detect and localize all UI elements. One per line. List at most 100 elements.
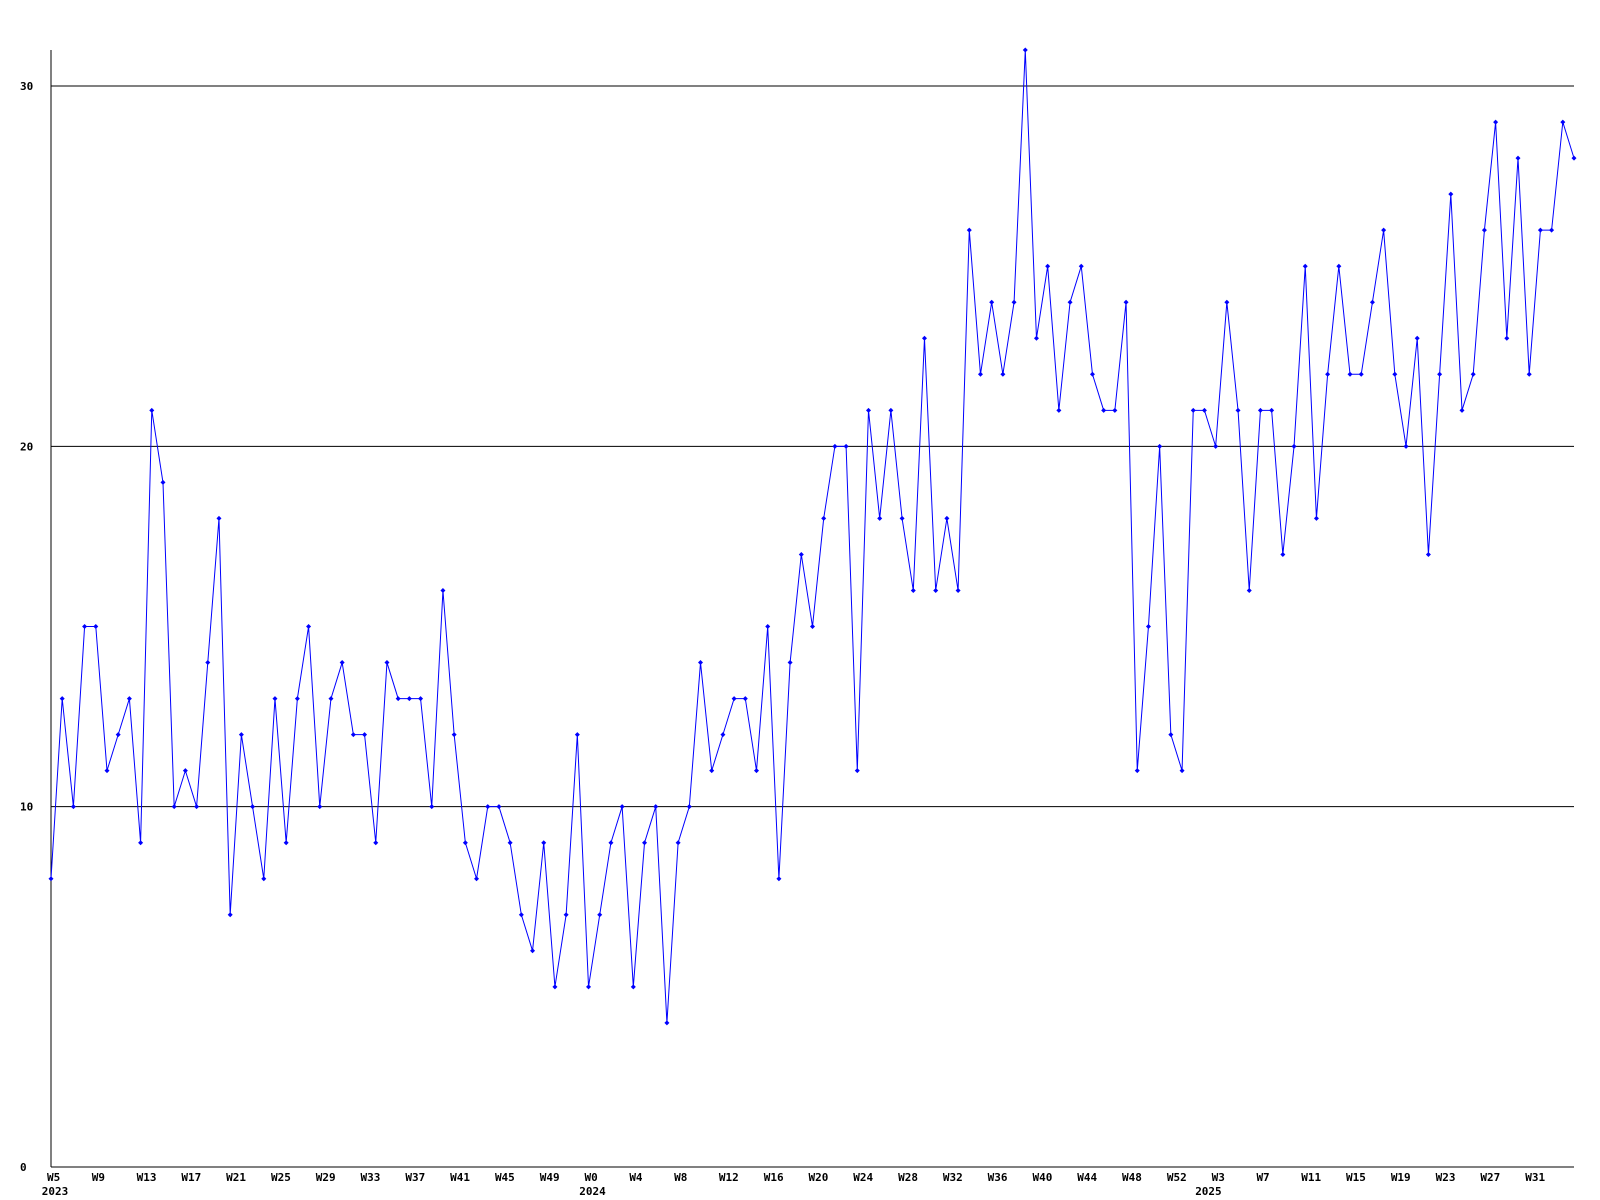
data-point <box>910 587 916 593</box>
data-point <box>1369 299 1375 305</box>
data-point <box>776 876 782 882</box>
data-point <box>138 840 144 846</box>
data-point <box>70 804 76 810</box>
data-point <box>59 696 65 702</box>
x-tick-label: W9 <box>92 1171 105 1184</box>
x-tick-label: W48 <box>1122 1171 1142 1184</box>
x-tick-label: W20 <box>809 1171 829 1184</box>
data-point <box>810 624 815 630</box>
data-point <box>530 948 536 954</box>
data-point <box>563 912 569 918</box>
data-point <box>406 696 412 702</box>
data-point <box>451 732 457 738</box>
data-point <box>1269 407 1275 413</box>
x-tick-label: W11 <box>1301 1171 1321 1184</box>
x-tick-label: W13 <box>137 1171 157 1184</box>
data-point <box>642 840 648 846</box>
data-point <box>395 696 401 702</box>
data-point <box>787 660 793 666</box>
data-point <box>1011 299 1017 305</box>
data-point <box>686 804 692 810</box>
data-point <box>1078 263 1084 269</box>
x-tick-label: W36 <box>988 1171 1008 1184</box>
data-point <box>966 227 972 233</box>
data-point <box>1571 155 1577 161</box>
data-point <box>1033 335 1039 341</box>
data-point <box>619 804 625 810</box>
data-point <box>1358 371 1364 377</box>
data-point <box>1201 407 1207 413</box>
y-tick-label: 10 <box>20 801 33 814</box>
data-point <box>418 696 424 702</box>
data-point <box>1067 299 1073 305</box>
data-point <box>1493 119 1499 125</box>
data-point <box>1179 768 1185 774</box>
x-tick-label: W19 <box>1391 1171 1411 1184</box>
data-point <box>227 912 233 918</box>
data-point <box>1280 551 1286 557</box>
data-point <box>1235 407 1241 413</box>
data-point <box>1470 371 1476 377</box>
data-point <box>1347 371 1353 377</box>
data-point <box>1448 191 1454 197</box>
x-tick-label: W0 <box>585 1171 598 1184</box>
data-point <box>955 587 961 593</box>
data-point <box>1302 263 1308 269</box>
data-point <box>664 1020 670 1026</box>
data-point <box>82 624 88 630</box>
data-point <box>630 984 636 990</box>
data-point <box>709 768 715 774</box>
data-point <box>552 984 558 990</box>
x-tick-label: W28 <box>898 1171 918 1184</box>
x-tick-label: W29 <box>316 1171 336 1184</box>
data-point <box>250 804 256 810</box>
data-point <box>115 732 121 738</box>
data-point <box>339 660 345 666</box>
x-tick-label: W41 <box>450 1171 470 1184</box>
data-point <box>1537 227 1543 233</box>
data-point <box>182 768 188 774</box>
data-point <box>272 696 278 702</box>
data-point <box>283 840 289 846</box>
data-point <box>888 407 894 413</box>
y-tick-label: 20 <box>20 440 33 453</box>
y-tick-label: 0 <box>20 1161 27 1174</box>
data-point <box>474 876 480 882</box>
data-point <box>160 479 166 485</box>
data-point <box>362 732 368 738</box>
x-tick-label: W45 <box>495 1171 515 1184</box>
data-point <box>507 840 513 846</box>
data-point <box>698 660 704 666</box>
data-point <box>1403 443 1409 449</box>
data-point <box>1213 443 1219 449</box>
x-tick-label: W25 <box>271 1171 291 1184</box>
data-point <box>1437 371 1443 377</box>
data-point <box>608 840 614 846</box>
data-point <box>1336 263 1342 269</box>
year-label: 2023 <box>42 1185 69 1198</box>
data-point <box>1257 407 1263 413</box>
data-point <box>1056 407 1062 413</box>
data-point <box>675 840 681 846</box>
data-point <box>194 804 200 810</box>
data-point <box>104 768 110 774</box>
x-tick-label: W32 <box>943 1171 963 1184</box>
data-point <box>294 696 300 702</box>
data-point <box>1526 371 1532 377</box>
data-point <box>877 515 883 521</box>
data-point <box>93 624 99 630</box>
data-point <box>1481 227 1487 233</box>
x-tick-label: W37 <box>405 1171 425 1184</box>
data-point <box>496 804 502 810</box>
data-point <box>328 696 334 702</box>
data-point <box>1224 299 1230 305</box>
data-point <box>921 335 927 341</box>
data-point <box>1089 371 1095 377</box>
data-point <box>653 804 659 810</box>
data-point <box>1425 551 1431 557</box>
data-point <box>597 912 603 918</box>
data-point <box>977 371 983 377</box>
data-point <box>1134 768 1140 774</box>
data-point <box>1560 119 1566 125</box>
